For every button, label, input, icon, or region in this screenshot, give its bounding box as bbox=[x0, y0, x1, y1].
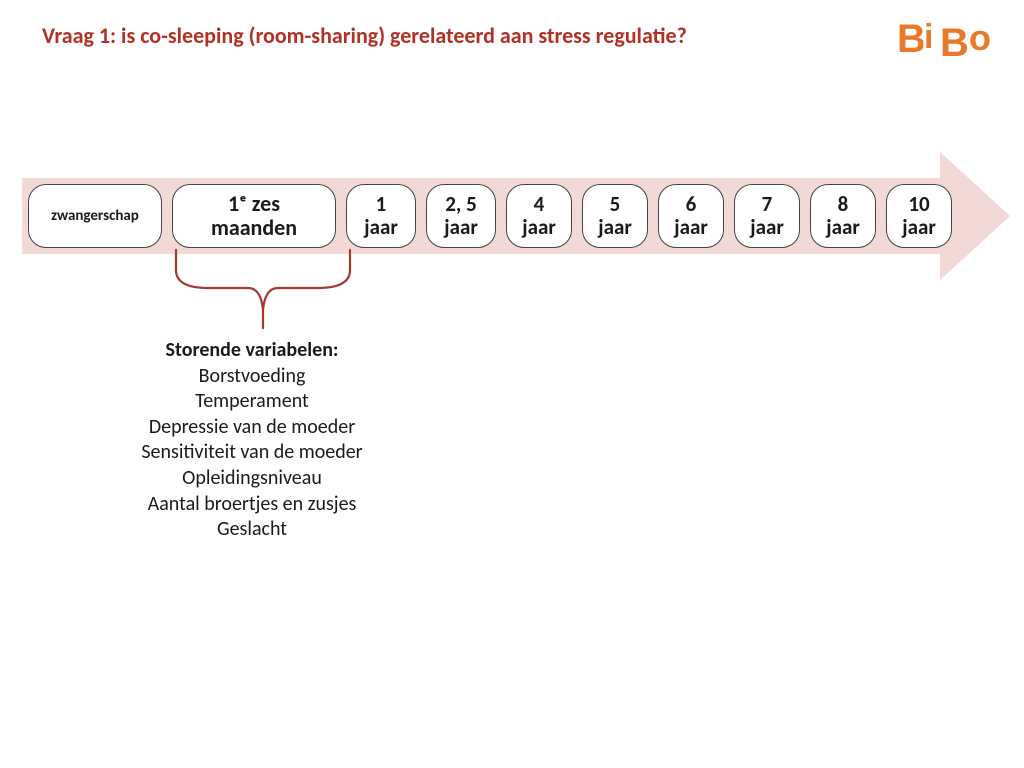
confounders-item: Borstvoeding bbox=[82, 364, 422, 390]
confounders-item: Opleidingsniveau bbox=[82, 466, 422, 492]
node-label-line2: jaar bbox=[750, 216, 784, 239]
confounders-title: Storende variabelen: bbox=[82, 338, 422, 364]
confounders-item: Aantal broertjes en zusjes bbox=[82, 492, 422, 518]
timeline-node-5-jaar: 5jaar bbox=[582, 184, 648, 248]
timeline-node-10-jaar: 10jaar bbox=[886, 184, 952, 248]
node-label-line1: 10 bbox=[908, 193, 929, 216]
node-label-line1: 4 bbox=[534, 193, 545, 216]
timeline-node-6-jaar: 6jaar bbox=[658, 184, 724, 248]
confounders-item: Depressie van de moeder bbox=[82, 415, 422, 441]
node-label-line1: 8 bbox=[838, 193, 849, 216]
node-label-line2: jaar bbox=[674, 216, 708, 239]
node-label-line2: jaar bbox=[598, 216, 632, 239]
node-label-line1: 2, 5 bbox=[445, 193, 476, 216]
node-label-line1: zwangerschap bbox=[51, 208, 139, 225]
node-label-line1: 1 bbox=[376, 193, 387, 216]
confounders-item: Sensitiviteit van de moeder bbox=[82, 440, 422, 466]
svg-text:o: o bbox=[969, 17, 991, 58]
node-label-line2: jaar bbox=[444, 216, 478, 239]
timeline-node-4-jaar: 4jaar bbox=[506, 184, 572, 248]
node-label-line1: 6 bbox=[686, 193, 697, 216]
brace-icon bbox=[168, 244, 358, 334]
bibo-logo: B B i i B B o o bbox=[894, 8, 1006, 68]
svg-text:i: i bbox=[924, 18, 933, 56]
svg-text:B: B bbox=[897, 17, 926, 61]
confounders-block: Storende variabelen:BorstvoedingTemperam… bbox=[82, 338, 422, 543]
timeline-node-1-jaar: 1jaar bbox=[346, 184, 416, 248]
node-label-line2: maanden bbox=[211, 216, 297, 240]
timeline-node-7-jaar: 7jaar bbox=[734, 184, 800, 248]
confounders-item: Temperament bbox=[82, 389, 422, 415]
node-label-line2: jaar bbox=[902, 216, 936, 239]
svg-text:B: B bbox=[940, 21, 969, 65]
node-label-line1: 7 bbox=[762, 193, 773, 216]
node-label-line1: 5 bbox=[610, 193, 621, 216]
node-label-line2: jaar bbox=[522, 216, 556, 239]
timeline-node-eerste-zes-maanden: 1ᵉ zesmaanden bbox=[172, 184, 336, 248]
node-label-line1: 1ᵉ zes bbox=[228, 192, 280, 216]
node-label-line2: jaar bbox=[826, 216, 860, 239]
node-label-line2: jaar bbox=[364, 216, 398, 239]
page-title: Vraag 1: is co-sleeping (room-sharing) g… bbox=[42, 22, 687, 49]
confounders-item: Geslacht bbox=[82, 517, 422, 543]
timeline-node-zwangerschap: zwangerschap bbox=[28, 184, 162, 248]
timeline-node-8-jaar: 8jaar bbox=[810, 184, 876, 248]
timeline-node-2-5-jaar: 2, 5jaar bbox=[426, 184, 496, 248]
